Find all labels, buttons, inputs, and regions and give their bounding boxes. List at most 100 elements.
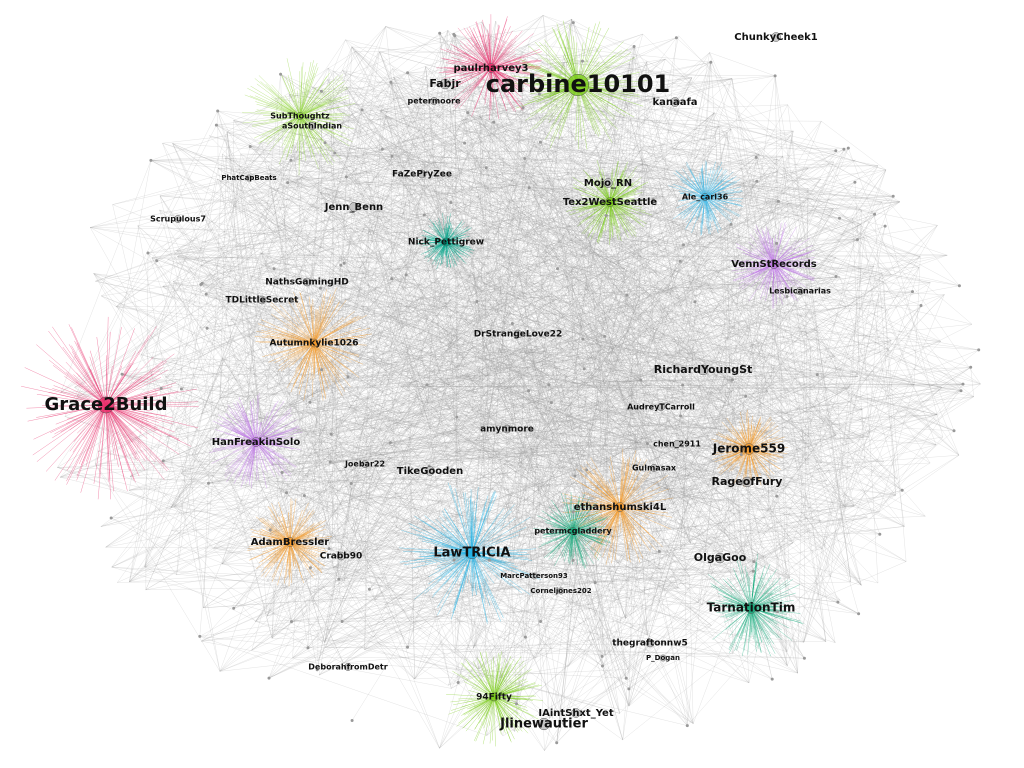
- node-label: DrStrangeLove22: [474, 330, 563, 340]
- node: [773, 74, 777, 78]
- node-hub: [251, 437, 261, 447]
- node-hub: [296, 112, 304, 120]
- node: [556, 267, 559, 271]
- node: [438, 31, 442, 35]
- node-hub: [430, 97, 438, 105]
- cluster-fan: [436, 14, 545, 121]
- node-label: Ale_carl36: [682, 193, 729, 202]
- node: [290, 620, 293, 624]
- node: [389, 80, 393, 84]
- node-hub: [425, 466, 435, 476]
- node-hub: [439, 78, 451, 90]
- node: [214, 123, 218, 127]
- node-label: Autumnkylie1026: [269, 339, 358, 349]
- node: [855, 238, 859, 242]
- node-label: Joebar22: [344, 460, 385, 469]
- node: [603, 334, 607, 338]
- node-label: MarcPatterson93: [500, 572, 568, 580]
- node-hub: [697, 364, 709, 376]
- node: [204, 292, 208, 296]
- node-hub: [571, 708, 581, 718]
- node-label: Lesbicanarias: [769, 287, 831, 296]
- node: [836, 600, 840, 604]
- node-hub: [603, 178, 613, 188]
- cluster-fan: [707, 553, 804, 657]
- node: [319, 89, 323, 93]
- node: [380, 147, 384, 151]
- node: [776, 199, 780, 203]
- node: [739, 453, 743, 457]
- node-hub: [174, 215, 182, 223]
- node: [349, 482, 353, 485]
- node: [346, 375, 350, 379]
- node: [900, 488, 904, 492]
- node: [679, 414, 683, 418]
- node: [776, 610, 779, 614]
- node-label: AudreyTCarroll: [627, 403, 695, 412]
- node-label: IAintShxt_Yet: [538, 708, 613, 719]
- node: [919, 304, 923, 307]
- node: [775, 241, 779, 245]
- node-hub: [441, 237, 451, 247]
- node-label: Crabb90: [320, 552, 363, 562]
- node-label: TikeGooden: [397, 466, 463, 477]
- node: [719, 450, 723, 453]
- node: [321, 538, 325, 542]
- node: [627, 687, 631, 691]
- node: [279, 72, 283, 76]
- node: [785, 295, 789, 298]
- node: [457, 549, 461, 553]
- node-hub: [97, 396, 115, 414]
- node: [452, 558, 456, 562]
- node-label: RageofFury: [712, 475, 783, 488]
- node: [685, 724, 689, 728]
- nodes: [97, 21, 981, 745]
- cluster-fan: [508, 20, 648, 150]
- node: [891, 194, 895, 198]
- cluster-fan: [399, 482, 542, 624]
- node: [232, 606, 236, 610]
- node-hub: [502, 424, 512, 434]
- node: [573, 474, 577, 478]
- node: [957, 284, 961, 288]
- node: [360, 108, 364, 112]
- node: [744, 394, 748, 398]
- node: [523, 635, 527, 639]
- node-label: carbine10101: [486, 70, 671, 98]
- node-label: AdamBressler: [251, 537, 330, 548]
- node: [977, 348, 981, 352]
- node-label: chen_2911: [653, 440, 701, 449]
- node: [155, 259, 159, 263]
- node: [484, 166, 488, 170]
- node: [404, 273, 408, 277]
- node-label: Tex2WestSeattle: [563, 197, 658, 208]
- node: [179, 387, 183, 391]
- node: [510, 322, 514, 325]
- node: [320, 368, 324, 372]
- node-label: OlgaGoo: [694, 551, 747, 564]
- node: [834, 275, 838, 278]
- node: [146, 251, 150, 255]
- node-hub: [796, 287, 804, 295]
- cluster-fan: [209, 393, 303, 489]
- node-hub: [657, 403, 665, 411]
- node: [682, 243, 685, 247]
- node: [308, 566, 312, 570]
- cluster-fan: [254, 287, 372, 401]
- node: [422, 213, 426, 217]
- node-label: kanaafa: [652, 97, 697, 108]
- node: [538, 140, 542, 144]
- node: [625, 293, 629, 297]
- node: [455, 415, 459, 419]
- node: [198, 634, 202, 638]
- node: [339, 263, 343, 267]
- node-hub: [569, 527, 577, 535]
- node-label: DeborahfromDetr: [308, 663, 387, 672]
- node-label: aSouthIndian: [282, 122, 342, 131]
- node: [585, 468, 589, 472]
- cluster-fan: [21, 316, 199, 500]
- node: [272, 267, 276, 271]
- node: [549, 401, 553, 405]
